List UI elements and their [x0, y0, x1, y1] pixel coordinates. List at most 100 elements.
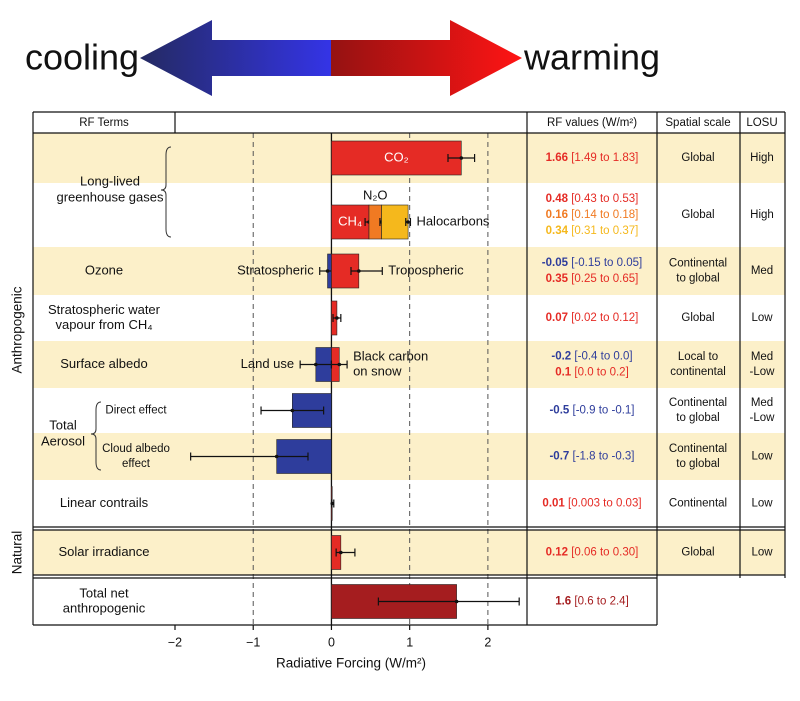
value-dot [290, 408, 295, 413]
rf-best-estimate: -0.2 [551, 351, 571, 363]
row-label: Surface albedo [60, 356, 147, 371]
rf-range: [-1.8 to -0.3] [573, 451, 635, 463]
warming-label: warming [523, 37, 660, 78]
rf-best-estimate: 1.6 [555, 596, 571, 608]
losu: -Low [750, 412, 776, 424]
table-frame [32, 111, 786, 626]
row-label: Ozone [85, 262, 123, 277]
rf-best-estimate: -0.05 [542, 257, 569, 269]
column-header: RF Terms [79, 117, 129, 129]
rf-range: [-0.15 to 0.05] [571, 257, 642, 269]
bar [381, 204, 409, 240]
spatial-scale: to global [676, 458, 719, 470]
term-label: Tropospheric [388, 262, 464, 277]
term-label: on snow [353, 363, 402, 378]
spatial-scale: Continental [669, 443, 727, 455]
rf-best-estimate: 0.07 [546, 312, 568, 324]
losu: Low [751, 498, 773, 510]
spatial-scale: continental [670, 366, 726, 378]
rf-range: [1.49 to 1.83] [571, 152, 638, 164]
value-dot [339, 550, 343, 555]
value-dot [406, 220, 410, 224]
value-dot [335, 316, 339, 320]
forcing-arrow [140, 20, 522, 96]
term-label: Halocarbons [416, 213, 489, 228]
rf-value: 1.6 [0.6 to 2.4] [555, 596, 629, 608]
x-tick-label: 1 [406, 635, 413, 649]
spatial-scale: Local to [678, 351, 718, 363]
sub-label: Cloud albedo [102, 443, 170, 455]
sub-label: Direct effect [105, 405, 167, 417]
bar [331, 204, 370, 240]
losu: -Low [750, 366, 776, 378]
term-label: CO₂ [384, 149, 409, 164]
term-label: N₂O [363, 187, 388, 202]
row-label: Linear contrails [60, 495, 149, 510]
rf-best-estimate: 0.16 [546, 209, 568, 221]
rf-value: 1.66 [1.49 to 1.83] [546, 152, 639, 164]
value-dot [454, 599, 459, 604]
sub-label: effect [122, 458, 151, 470]
rf-range: [0.6 to 2.4] [574, 596, 628, 608]
row-label: Total net [79, 585, 129, 600]
rf-range: [0.003 to 0.03] [568, 498, 642, 510]
rf-best-estimate: 1.66 [546, 152, 568, 164]
group-label: Long-lived [80, 173, 140, 188]
losu: Low [751, 547, 773, 559]
x-axis-label: Radiative Forcing (W/m²) [276, 656, 426, 671]
spatial-scale: to global [676, 412, 719, 424]
rf-best-estimate: 0.34 [546, 225, 569, 237]
row-shading [33, 341, 785, 388]
rf-range: [0.06 to 0.30] [571, 547, 638, 559]
spatial-scale: Global [681, 209, 714, 221]
cooling-label: cooling [25, 37, 139, 78]
x-tick-label: −1 [246, 635, 260, 649]
spatial-scale: Continental [669, 498, 727, 510]
rf-range: [0.31 to 0.37] [571, 225, 638, 237]
rf-value: 0.07 [0.02 to 0.12] [546, 312, 639, 324]
x-tick-label: 2 [484, 635, 491, 649]
group-label: greenhouse gases [57, 189, 164, 204]
rf-value: 0.34 [0.31 to 0.37] [546, 225, 639, 237]
rf-range: [0.02 to 0.12] [571, 312, 638, 324]
row-shading [33, 247, 785, 295]
row-label: Solar irradiance [58, 544, 149, 559]
losu: Low [751, 312, 773, 324]
value-dot [337, 362, 342, 367]
losu: Med [751, 265, 773, 277]
value-dot [357, 269, 361, 273]
group-brace [160, 146, 172, 238]
x-tick-label: −2 [168, 635, 182, 649]
row-label: Stratospheric water [48, 302, 161, 317]
losu: High [750, 152, 774, 164]
losu: Low [751, 451, 773, 463]
losu: Med [751, 397, 773, 409]
group-label: Total [49, 417, 77, 432]
row-shading [33, 433, 785, 480]
rf-range: [0.25 to 0.65] [571, 273, 638, 285]
rf-value: 0.12 [0.06 to 0.30] [546, 547, 639, 559]
spatial-scale: Continental [669, 258, 727, 270]
content: RF Terms RF values (W/m²) Spatial scale LOS… [10, 117, 778, 671]
rf-range: [0.14 to 0.18] [571, 209, 638, 221]
rf-best-estimate: 0.48 [546, 193, 569, 205]
bar [331, 140, 462, 176]
rf-value: -0.05 [-0.15 to 0.05] [542, 257, 642, 269]
term-label: Land use [241, 356, 295, 371]
section-label: Anthropogenic [10, 286, 25, 373]
section-label: Natural [10, 531, 25, 575]
value-dot [274, 454, 279, 459]
value-dot [330, 501, 335, 506]
spatial-scale: Global [681, 152, 714, 164]
value-dot [459, 156, 464, 160]
row-label: anthropogenic [63, 600, 146, 615]
rf-range: [-0.4 to 0.0] [574, 351, 632, 363]
rf-value: -0.5 [-0.9 to -0.1] [549, 405, 634, 417]
row-shading [33, 530, 785, 575]
rf-value: 0.16 [0.14 to 0.18] [546, 209, 639, 221]
rf-value: 0.48 [0.43 to 0.53] [546, 193, 639, 205]
group-label: Aerosol [41, 433, 85, 448]
rf-best-estimate: -0.5 [549, 405, 569, 417]
row-label: vapour from CH₄ [55, 317, 152, 332]
